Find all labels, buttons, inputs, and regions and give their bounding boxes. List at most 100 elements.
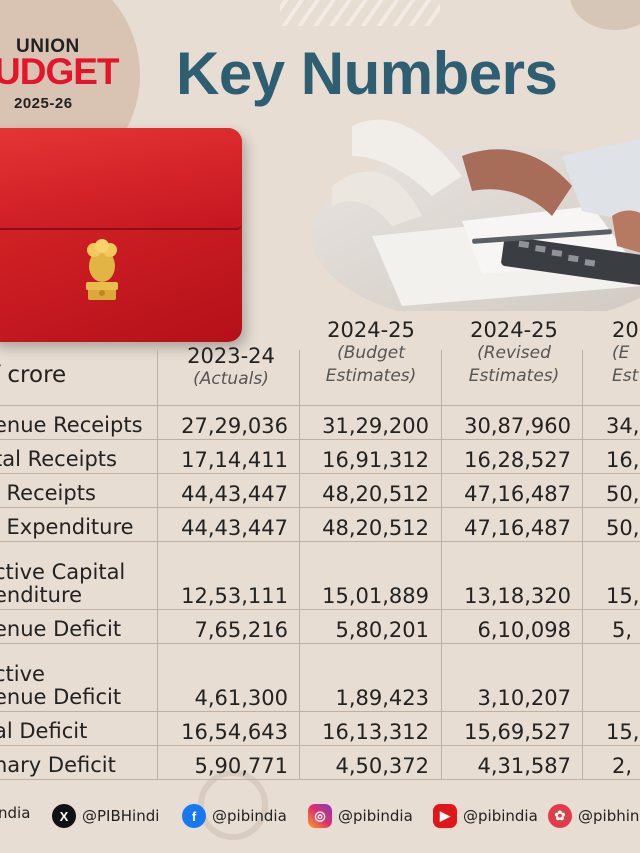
column-header-2024-25-be: 2024-25 (Budget Estimates) bbox=[300, 318, 442, 388]
table-cell: 31,29,200 bbox=[322, 414, 429, 438]
row-label-line: enditure bbox=[0, 583, 83, 608]
row-label: enue Deficit bbox=[0, 617, 122, 642]
table-cell: 16,91,312 bbox=[322, 448, 429, 472]
table-row: enue Receipts 27,29,036 31,29,200 30,87,… bbox=[0, 405, 640, 440]
social-handle-instagram[interactable]: ◎ @pibindia bbox=[308, 804, 413, 828]
social-handle-facebook[interactable]: f @pibindia bbox=[182, 804, 287, 828]
column-subtitle: Est bbox=[612, 365, 639, 386]
table-cell: 13,18,320 bbox=[464, 584, 571, 608]
table-cell: 12,53,111 bbox=[181, 584, 288, 608]
red-briefcase-image bbox=[0, 128, 242, 342]
table-cell: 5,80,201 bbox=[335, 618, 429, 642]
column-header-2025-26-be: 20 (E Est bbox=[612, 318, 640, 388]
social-handle-youtube[interactable]: ▶ @pibindia bbox=[433, 804, 538, 828]
table-cell: 47,16,487 bbox=[464, 516, 571, 540]
table-cell: 3,10,207 bbox=[477, 686, 571, 710]
instagram-icon: ◎ bbox=[308, 804, 332, 828]
table-row: ctive Capital enditure 12,53,111 15,01,8… bbox=[0, 541, 640, 610]
social-handle-india[interactable]: ndia bbox=[0, 804, 30, 822]
logo-union-text: UNION bbox=[16, 36, 80, 57]
row-label: enue Receipts bbox=[0, 413, 143, 438]
table-cell: 44,43,447 bbox=[181, 482, 288, 506]
table-cell: 16,28,527 bbox=[464, 448, 571, 472]
page-title: Key Numbers bbox=[176, 40, 558, 107]
row-label: al Deficit bbox=[0, 719, 88, 744]
table-row: ctive enue Deficit 4,61,300 1,89,423 3,1… bbox=[0, 643, 640, 712]
column-year: 2024-25 bbox=[470, 318, 558, 342]
table-cell: 5, bbox=[612, 618, 633, 642]
desk-scene-image bbox=[312, 119, 640, 311]
row-label-line: enue Deficit bbox=[0, 685, 122, 710]
table-cell: 1,89,423 bbox=[335, 686, 429, 710]
table-cell: 34, bbox=[606, 414, 640, 438]
social-handle-koo[interactable]: ✿ @pibhin bbox=[548, 804, 639, 828]
social-handle-text: @pibindia bbox=[212, 807, 287, 825]
table-row: enue Deficit 7,65,216 5,80,201 6,10,098 … bbox=[0, 609, 640, 644]
table-cell: 7,65,216 bbox=[194, 618, 288, 642]
table-cell: 15, bbox=[606, 720, 640, 744]
table-bottom-border bbox=[0, 779, 640, 780]
table-row: l Expenditure 44,43,447 48,20,512 47,16,… bbox=[0, 507, 640, 542]
decorative-blob-right bbox=[570, 0, 640, 30]
table-cell: 15,01,889 bbox=[322, 584, 429, 608]
logo-year-text: 2025-26 bbox=[14, 95, 73, 112]
table-cell: 15, bbox=[606, 584, 640, 608]
social-handle-x[interactable]: X @PIBHindi bbox=[52, 804, 159, 828]
row-label-line: ctive Capital bbox=[0, 559, 126, 584]
column-divider bbox=[157, 350, 158, 780]
social-handle-text: @PIBHindi bbox=[82, 807, 160, 825]
decorative-ring bbox=[198, 770, 268, 840]
table-cell: 27,29,036 bbox=[181, 414, 288, 438]
table-row: nary Deficit 5,90,771 4,50,372 4,31,587 … bbox=[0, 745, 640, 780]
column-year: 20 bbox=[612, 318, 639, 342]
facebook-icon: f bbox=[182, 804, 206, 828]
table-row: al Deficit 16,54,643 16,13,312 15,69,527… bbox=[0, 711, 640, 746]
column-subtitle: Estimates) bbox=[325, 365, 417, 386]
row-label: l Expenditure bbox=[0, 515, 134, 540]
social-handle-text: @pibindia bbox=[463, 807, 538, 825]
row-label: ctive Capital enditure bbox=[0, 559, 126, 608]
table-cell: 44,43,447 bbox=[181, 516, 288, 540]
column-subtitle: (Actuals) bbox=[193, 369, 269, 389]
table-cell: 17,14,411 bbox=[181, 448, 288, 472]
koo-icon: ✿ bbox=[548, 804, 572, 828]
column-subtitle: (E bbox=[612, 343, 630, 363]
table-cell: 16,54,643 bbox=[181, 720, 288, 744]
social-handle-text: ndia bbox=[0, 804, 31, 822]
column-divider bbox=[299, 350, 300, 780]
column-subtitle: (Revised bbox=[477, 343, 551, 363]
row-label: l Receipts bbox=[0, 481, 96, 506]
briefcase-flap bbox=[0, 128, 242, 230]
social-handle-text: @pibindia bbox=[338, 807, 413, 825]
column-header-2023-24: 2023-24 (Actuals) bbox=[160, 344, 302, 391]
unit-label: f crore bbox=[0, 362, 67, 388]
table-row: tal Receipts 17,14,411 16,91,312 16,28,5… bbox=[0, 439, 640, 474]
social-handle-text: @pibhin bbox=[578, 807, 640, 825]
row-label: ctive enue Deficit bbox=[0, 661, 122, 710]
row-label-line: ctive bbox=[0, 661, 45, 686]
column-year: 2024-25 bbox=[327, 318, 415, 342]
row-label: nary Deficit bbox=[0, 753, 116, 778]
table-row: l Receipts 44,43,447 48,20,512 47,16,487… bbox=[0, 473, 640, 508]
table-cell: 4,61,300 bbox=[194, 686, 288, 710]
x-icon: X bbox=[52, 804, 76, 828]
table-cell: 48,20,512 bbox=[322, 516, 429, 540]
social-footer: ndia X @PIBHindi f @pibindia ◎ @pibindia… bbox=[0, 800, 640, 838]
table-cell: 16,13,312 bbox=[322, 720, 429, 744]
decorative-stripes bbox=[280, 0, 440, 26]
table-cell: 50, bbox=[606, 516, 640, 540]
table-cell: 50, bbox=[606, 482, 640, 506]
table-cell: 6,10,098 bbox=[477, 618, 571, 642]
table-cell: 30,87,960 bbox=[464, 414, 571, 438]
table-cell: 15,69,527 bbox=[464, 720, 571, 744]
national-emblem-icon bbox=[86, 239, 118, 300]
column-subtitle: (Budget bbox=[337, 343, 405, 363]
column-divider bbox=[582, 350, 583, 780]
table-cell: 16, bbox=[606, 448, 640, 472]
row-label: tal Receipts bbox=[0, 447, 117, 472]
column-header-2024-25-re: 2024-25 (Revised Estimates) bbox=[443, 318, 585, 388]
column-subtitle: Estimates) bbox=[468, 365, 560, 386]
table-cell: 48,20,512 bbox=[322, 482, 429, 506]
table-cell: 4,31,587 bbox=[477, 754, 571, 778]
